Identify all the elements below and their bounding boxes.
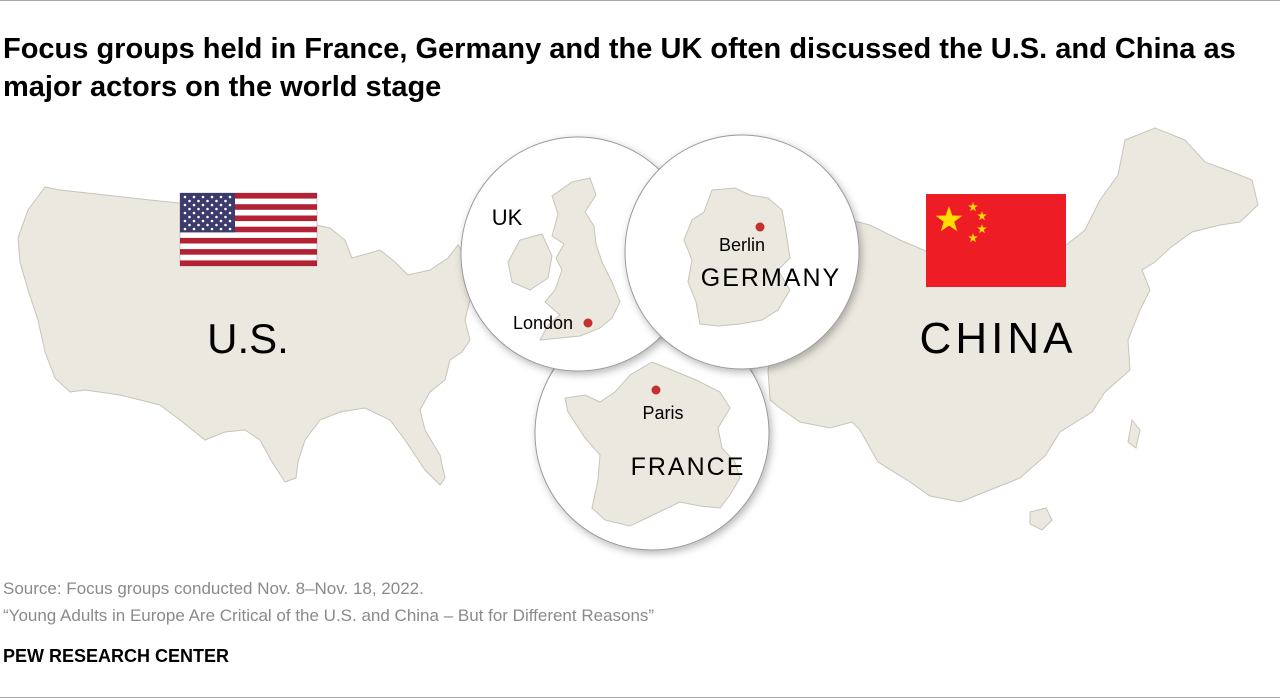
us-label: U.S.: [207, 315, 289, 362]
us-flag-red-stripes: [180, 193, 317, 266]
china-flag-small-stars: [968, 202, 987, 243]
pew-research-center-logo: PEW RESEARCH CENTER: [3, 646, 230, 666]
berlin-dot: [755, 222, 765, 232]
great-britain-map-shape: [539, 177, 621, 341]
top-rule: [0, 0, 1280, 1]
germany-label: GERMANY: [701, 264, 841, 292]
france-inset: Paris FRANCE: [534, 315, 770, 551]
hainan-island-shape: [1029, 507, 1053, 531]
bottom-rule: [0, 697, 1280, 698]
uk-inset: UK London: [460, 136, 696, 372]
uk-label: UK: [492, 205, 523, 230]
taiwan-island-shape: [1127, 418, 1141, 449]
report-title-note: “Young Adults in Europe Are Critical of …: [3, 606, 655, 625]
paris-dot: [651, 385, 661, 395]
us-flag-stars: [183, 195, 232, 231]
paris-label: Paris: [642, 403, 683, 423]
us-flag-canton: [180, 193, 235, 233]
chart-title: Focus groups held in France, Germany and…: [3, 33, 1236, 103]
us-flag-icon: [179, 192, 318, 267]
source-note: Source: Focus groups conducted Nov. 8–No…: [3, 579, 424, 598]
ireland-map-shape: [507, 233, 553, 291]
berlin-label: Berlin: [719, 235, 765, 255]
germany-map-shape: [683, 187, 791, 327]
london-label: London: [513, 313, 573, 333]
china-flag-large-star: [935, 206, 963, 232]
france-map-shape: [564, 361, 741, 527]
china-flag-field: [926, 194, 1066, 287]
us-map-shape: [17, 186, 481, 486]
germany-inset: Berlin GERMANY: [624, 134, 860, 370]
china-label: CHINA: [920, 314, 1077, 363]
france-label: FRANCE: [631, 453, 746, 481]
london-dot: [583, 318, 593, 328]
map-graphic: U.S. CHINA Paris FRANCE UK London Berlin…: [17, 127, 1259, 551]
china-flag-icon: [926, 194, 1066, 287]
